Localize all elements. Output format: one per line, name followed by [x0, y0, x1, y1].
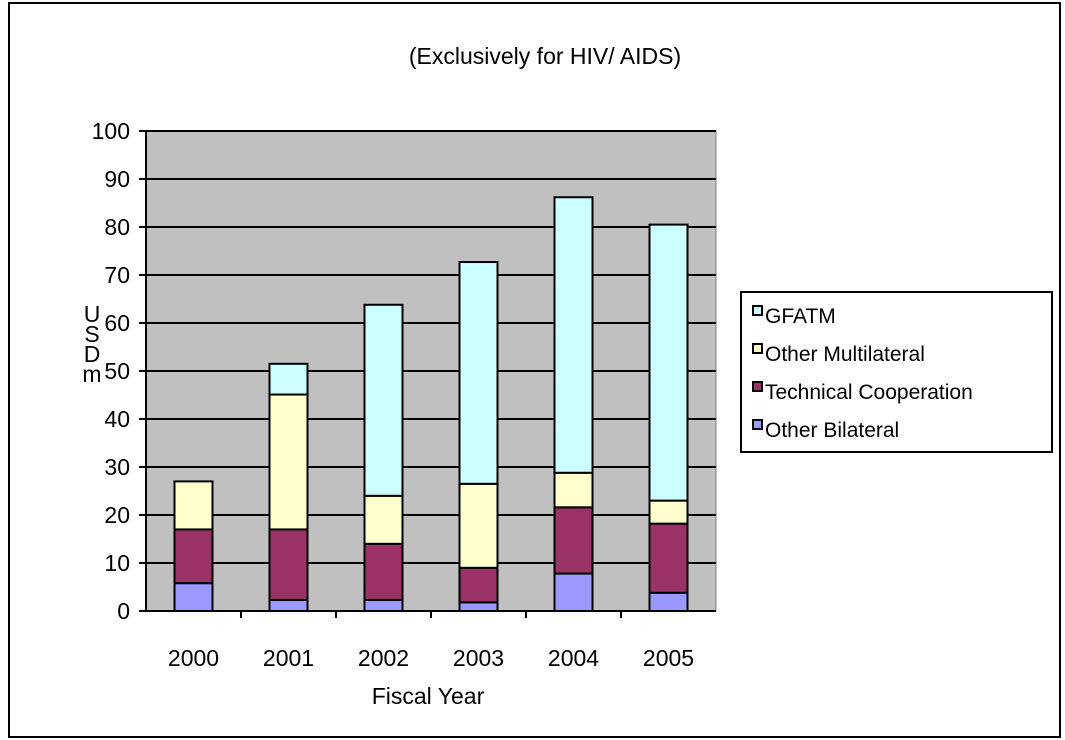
x-tick-label-2001: 2001 [263, 645, 314, 671]
bar-2005-gfatm [648, 223, 689, 502]
bar-2003-other-bilateral [458, 601, 499, 612]
y-tick-label-100: 100 [92, 118, 130, 144]
bar-2002-technical-cooperation [363, 542, 404, 601]
y-axis-label-char: U [84, 301, 101, 327]
x-axis-label: Fiscal Year [372, 683, 485, 709]
legend-box [740, 291, 1053, 453]
legend-label-other-multilateral: Other Multilateral [765, 343, 925, 366]
chart-title: (Exclusively for HIV/ AIDS) [409, 43, 681, 69]
bar-2004-other-bilateral [553, 572, 594, 612]
chart-frame: 0 10 20 30 40 50 60 70 80 90 100 2000 2001 2002 2003 20… [8, 2, 1061, 738]
x-tick-label-2004: 2004 [548, 645, 599, 671]
y-tick-label-20: 20 [104, 502, 130, 528]
y-axis-label-char: D [84, 341, 101, 367]
bar-2005-other-bilateral [648, 591, 689, 613]
y-tick-label-80: 80 [104, 214, 130, 240]
legend-swatch-technical-cooperation [752, 381, 763, 392]
y-tick-label-0: 0 [117, 598, 130, 624]
legend-swatch-other-multilateral [752, 343, 763, 354]
bar-2003-gfatm [458, 261, 499, 485]
bar-2003-technical-cooperation [458, 566, 499, 604]
bar-2000-other-bilateral [173, 582, 214, 612]
y-tick-label-50: 50 [104, 358, 130, 384]
y-tick-label-40: 40 [104, 406, 130, 432]
bar-2004-gfatm [553, 196, 594, 474]
x-tick-label-2002: 2002 [358, 645, 409, 671]
legend-label-technical-cooperation: Technical Cooperation [765, 381, 973, 404]
y-tick-label-60: 60 [104, 310, 130, 336]
y-axis-label-char: S [84, 321, 99, 347]
bar-2002-other-multilateral [363, 494, 404, 545]
y-tick-label-90: 90 [104, 166, 130, 192]
bar-2002-gfatm [363, 303, 404, 497]
bar-2001-other-bilateral [268, 598, 309, 613]
legend-label-other-bilateral: Other Bilateral [765, 419, 899, 442]
x-tick-label-2005: 2005 [643, 645, 694, 671]
bar-2004-technical-cooperation [553, 506, 594, 575]
bar-2001-other-multilateral [268, 393, 309, 531]
x-tick-label-2000: 2000 [168, 645, 219, 671]
bar-2000-other-multilateral [173, 480, 214, 531]
bar-2004-other-multilateral [553, 471, 594, 509]
bar-2003-other-multilateral [458, 482, 499, 569]
legend-label-gfatm: GFATM [765, 305, 836, 328]
x-tick-label-2003: 2003 [453, 645, 504, 671]
bar-2005-technical-cooperation [648, 522, 689, 594]
bar-2000-technical-cooperation [173, 528, 214, 585]
legend-swatch-gfatm [752, 305, 763, 316]
y-tick-label-10: 10 [104, 550, 130, 576]
stacked-bar-chart: 0 10 20 30 40 50 60 70 80 90 100 2000 2001 2002 2003 20… [82, 43, 1053, 709]
y-axis-label-char: m [82, 361, 101, 387]
bar-2001-gfatm [268, 362, 309, 396]
bar-2002-other-bilateral [363, 598, 404, 613]
bar-2005-other-multilateral [648, 499, 689, 525]
bar-2001-technical-cooperation [268, 528, 309, 601]
y-tick-label-30: 30 [104, 454, 130, 480]
legend-swatch-other-bilateral [752, 419, 763, 430]
y-tick-label-70: 70 [104, 262, 130, 288]
